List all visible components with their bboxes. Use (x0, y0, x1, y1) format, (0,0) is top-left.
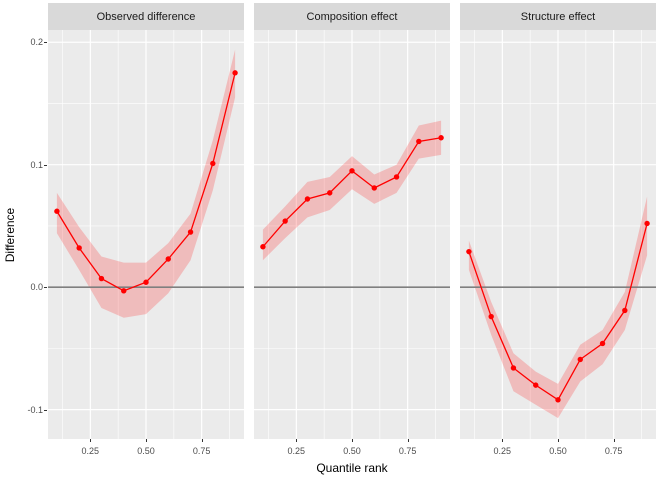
data-point (282, 218, 288, 224)
confidence-ribbon (468, 196, 648, 419)
x-tick-mark (407, 439, 409, 442)
data-point (54, 208, 60, 214)
facet-strip: Composition effect (254, 3, 450, 30)
data-point (165, 256, 171, 262)
data-point (210, 160, 216, 167)
x-axis-title: Quantile rank (316, 461, 388, 475)
data-point (304, 196, 311, 202)
x-tick-mark (296, 439, 298, 442)
y-tick-label: 0.0 (30, 282, 43, 293)
x-tick-label: 0.50 (549, 446, 567, 456)
x-tick-label: 0.75 (604, 446, 623, 456)
data-point (76, 245, 82, 251)
facet-observed-difference: Observed difference (48, 3, 244, 439)
y-tick-label: 0.2 (30, 37, 43, 48)
data-point (349, 168, 355, 174)
facet-strip: Observed difference (48, 3, 244, 30)
data-point (143, 279, 149, 285)
y-axis-title: Difference (3, 207, 17, 263)
x-tick-label: 0.25 (287, 446, 306, 456)
data-point (187, 229, 194, 235)
facet-composition-effect: Composition effect (254, 3, 450, 439)
data-point (371, 185, 377, 191)
data-point (98, 275, 105, 282)
x-tick-mark (90, 439, 92, 442)
x-tick-label: 0.75 (192, 446, 211, 456)
data-point (644, 220, 650, 227)
data-point (533, 382, 539, 388)
panel-structure-effect (460, 30, 656, 439)
facet-strip-label: Observed difference (96, 10, 196, 23)
data-point (260, 244, 266, 250)
x-tick-label: 0.25 (493, 446, 512, 456)
y-tick-mark (44, 409, 47, 411)
data-point (438, 135, 444, 141)
data-point (232, 70, 238, 76)
data-point (510, 365, 517, 371)
data-point (416, 138, 422, 145)
y-tick-label: -0.1 (27, 404, 43, 415)
data-point (393, 174, 400, 180)
data-point (327, 190, 333, 196)
y-tick-label: 0.1 (30, 159, 43, 170)
data-point (622, 307, 628, 314)
data-point (599, 340, 606, 347)
facet-strip-label: Structure effect (520, 10, 596, 23)
x-tick-mark (146, 439, 147, 442)
x-tick-label: 0.50 (343, 446, 361, 456)
x-tick-label: 0.75 (398, 446, 417, 456)
data-point (466, 248, 472, 255)
data-point (577, 356, 583, 363)
x-tick-mark (613, 439, 615, 442)
x-tick-label: 0.50 (137, 446, 155, 456)
panel-composition-effect (254, 30, 450, 439)
facet-structure-effect: Structure effect (460, 3, 656, 439)
facet-strip: Structure effect (460, 3, 656, 30)
x-tick-mark (352, 439, 353, 442)
x-tick-mark (502, 439, 504, 442)
x-tick-mark (201, 439, 203, 442)
x-tick-mark (558, 439, 559, 442)
confidence-ribbon (56, 49, 236, 318)
data-point (488, 313, 494, 320)
facet-strip-label: Composition effect (306, 10, 398, 23)
data-point (555, 397, 561, 403)
y-tick-mark (44, 164, 47, 166)
y-tick-mark (44, 42, 47, 44)
x-tick-label: 0.25 (81, 446, 100, 456)
data-point (121, 288, 127, 294)
panel-observed-difference (48, 30, 244, 439)
y-tick-mark (44, 287, 47, 289)
confidence-ribbon (262, 120, 442, 261)
